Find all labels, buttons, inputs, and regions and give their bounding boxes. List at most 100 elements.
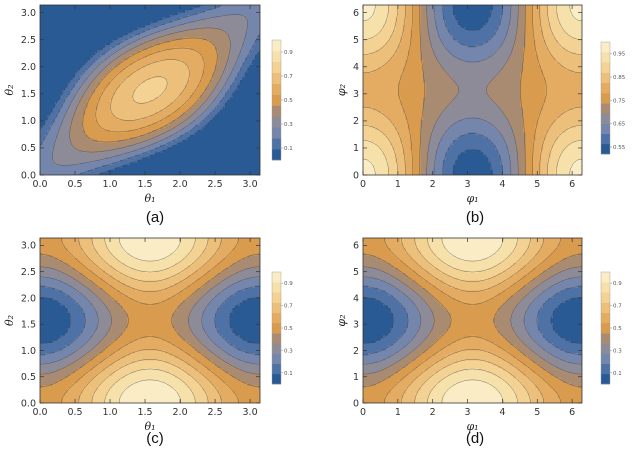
x-tick-label: 3.0: [243, 179, 258, 190]
y-tick-label: 1.5: [21, 89, 36, 100]
x-tick-label: 3: [465, 407, 471, 418]
x-tick-label: 1: [395, 179, 401, 190]
x-tick-label: 2.0: [173, 407, 188, 418]
x-tick-label: 5: [534, 407, 540, 418]
legend-swatch: [601, 52, 610, 63]
legend-swatch: [601, 312, 610, 324]
y-tick-label: 1.5: [21, 320, 36, 331]
panel-caption: (b): [466, 209, 484, 226]
y-tick-label: 3.0: [21, 8, 36, 19]
legend-swatch: [601, 72, 610, 84]
legend-swatch: [272, 312, 281, 324]
contour-line: [40, 297, 260, 344]
x-tick-label: 5: [534, 179, 540, 190]
x-tick-label: 6: [569, 179, 575, 190]
x-tick-label: 0: [360, 407, 366, 418]
contour-line: [426, 5, 519, 175]
contour-line: [401, 238, 544, 403]
legend-swatch: [601, 302, 610, 314]
plot-frame: [39, 4, 261, 176]
legend-swatch: [601, 322, 610, 334]
contour-line: [110, 59, 190, 121]
x-tick-label: 0.0: [32, 407, 47, 418]
y-axis-label: φ₂: [335, 84, 348, 96]
y-tick-label: 2.0: [21, 293, 36, 304]
x-tick-label: 3.0: [243, 407, 258, 418]
legend-swatch: [272, 272, 281, 283]
x-tick-label: 0: [360, 179, 366, 190]
panel-caption: (c): [146, 430, 164, 447]
legend-colorbar: 0.9 0.7 0.5 0.3 0.1: [271, 271, 293, 385]
y-tick-label: 2.0: [21, 62, 36, 73]
y-tick-label: 0.0: [21, 398, 36, 409]
legend-swatch: [601, 143, 610, 155]
contour-line: [40, 266, 260, 375]
x-tick-label: 6: [569, 407, 575, 418]
y-tick-label: 6: [353, 241, 359, 252]
legend-tick-label: 0.85: [613, 75, 626, 81]
x-tick-label: 1.0: [102, 407, 117, 418]
contour-plot-area: [363, 238, 582, 403]
panel-caption: (d): [466, 430, 484, 447]
legend-swatch: [272, 61, 281, 74]
legend-tick-label: 0.5: [613, 326, 622, 332]
contour-line: [419, 5, 526, 175]
y-tick-label: 5: [353, 35, 359, 46]
contour-line: [363, 5, 582, 175]
panel-caption: (a): [146, 209, 164, 226]
plot-frame: [362, 237, 583, 404]
legend-swatch: [272, 343, 281, 354]
legend-colorbar: 0.9 0.7 0.5 0.3 0.1: [271, 39, 293, 161]
contour-line: [52, 14, 248, 166]
legend-tick-label: 0.75: [613, 98, 626, 104]
legend-swatch: [272, 94, 281, 106]
x-tick-label: 1.0: [102, 179, 117, 190]
x-tick-label: 1: [395, 407, 401, 418]
y-tick-label: 1: [353, 372, 359, 383]
plot-frame: [362, 4, 583, 176]
contour-line: [433, 5, 512, 175]
y-axis-label: φ₂: [335, 314, 348, 326]
x-tick-label: 0.5: [67, 407, 82, 418]
x-axis-label: θ₁: [144, 192, 155, 205]
y-tick-label: 4: [353, 293, 359, 304]
legend-swatch: [601, 113, 610, 124]
legend-tick-label: 0.65: [613, 122, 626, 128]
legend-swatch: [272, 127, 281, 139]
x-axis-label: φ₁: [466, 420, 478, 433]
x-tick-label: 0.5: [67, 179, 82, 190]
x-axis-label: θ₁: [144, 420, 155, 433]
contour-line: [40, 276, 260, 365]
x-tick-label: 4: [499, 407, 505, 418]
y-tick-label: 2.5: [21, 267, 36, 278]
y-axis-label: θ₂: [3, 315, 16, 326]
legend-swatch: [601, 363, 610, 375]
contour-line: [384, 238, 561, 403]
legend-tick-label: 0.55: [613, 145, 626, 151]
contour-plot-area: [40, 5, 260, 175]
legend-swatch: [601, 373, 610, 385]
contour-line: [414, 238, 531, 403]
contour-line: [104, 238, 196, 403]
legend-tick-label: 0.3: [284, 122, 293, 128]
x-tick-label: 1.5: [137, 407, 152, 418]
y-tick-label: 1: [353, 143, 359, 154]
legend-colorbar: 0.95 0.85 0.75 0.65 0.55: [600, 41, 626, 155]
legend-tick-label: 0.1: [284, 146, 293, 152]
legend-swatch: [272, 83, 281, 95]
y-tick-label: 3: [353, 89, 359, 100]
contour-line: [118, 238, 182, 403]
x-tick-label: 4: [499, 179, 505, 190]
y-tick-label: 3: [353, 320, 359, 331]
legend-swatch: [272, 373, 281, 385]
legend-swatch: [601, 292, 610, 303]
y-tick-label: 0: [353, 398, 359, 409]
legend-tick-label: 0.1: [613, 371, 622, 377]
legend-tick-label: 0.5: [284, 326, 293, 332]
y-tick-label: 1.0: [21, 116, 36, 127]
y-axis-label: θ₂: [3, 84, 16, 95]
legend-swatch: [601, 82, 610, 94]
legend-swatch: [272, 322, 281, 334]
y-tick-label: 6: [353, 8, 359, 19]
